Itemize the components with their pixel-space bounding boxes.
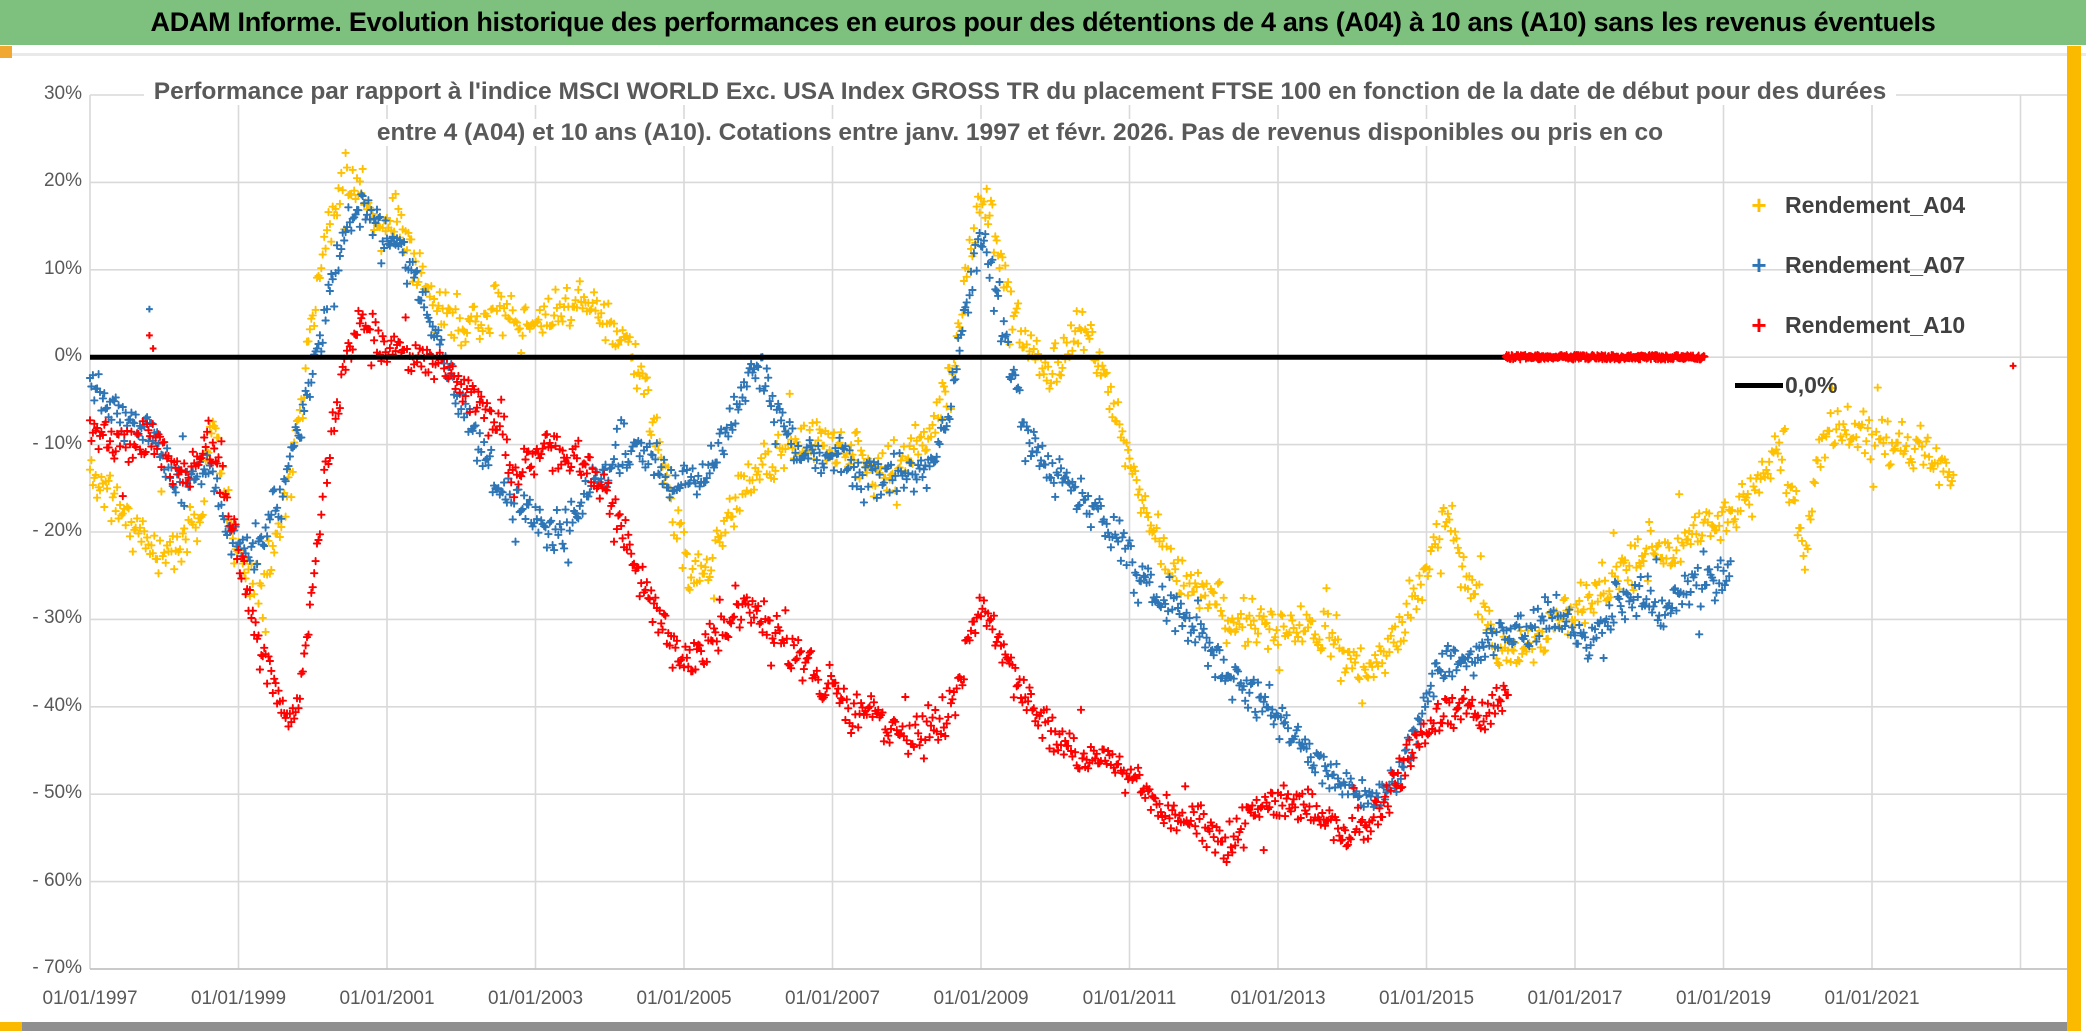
legend-label: Rendement_A10 (1785, 311, 1966, 338)
chart-title-line2: entre 4 (A04) et 10 ans (A10). Cotations… (120, 119, 1920, 147)
legend-label: 0,0% (1785, 371, 1838, 398)
report-banner: ADAM Informe. Evolution historique des p… (0, 0, 2086, 45)
banner-corner-accent (0, 46, 12, 58)
bottom-left-gold-corner (0, 1022, 22, 1031)
legend-item-rendement-a10[interactable]: + Rendement_A10 (1733, 306, 1965, 344)
y-tick-label: - 30% (32, 607, 82, 629)
y-tick-label: 10% (43, 257, 82, 279)
x-tick-label: 01/01/1997 (42, 988, 138, 1009)
x-tick-label: 01/01/2005 (636, 988, 732, 1009)
x-tick-label: 01/01/2017 (1527, 988, 1623, 1009)
legend-item-0-0-[interactable]: 0,0% (1733, 366, 1965, 404)
y-tick-label: 20% (43, 170, 82, 192)
legend-plus-marker-icon: + (1751, 190, 1767, 220)
legend-plus-marker-icon: + (1751, 250, 1767, 280)
x-tick-label: 01/01/2019 (1675, 988, 1772, 1009)
y-tick-label: - 70% (32, 957, 82, 978)
y-tick-label: - 10% (32, 432, 82, 454)
legend-label: Rendement_A04 (1785, 191, 1966, 218)
legend-line-marker-icon (1735, 382, 1783, 388)
x-tick-label: 01/01/2013 (1230, 988, 1326, 1009)
x-tick-label: 01/01/2011 (1082, 988, 1177, 1009)
banner-underline (0, 53, 2086, 56)
x-tick-label: 01/01/1999 (190, 988, 287, 1009)
x-tick-label: 01/01/2001 (339, 988, 435, 1009)
chart-legend: + Rendement_A04 + Rendement_A07 + Rendement_A… (1733, 186, 1965, 426)
x-tick-label: 01/01/2007 (784, 988, 881, 1009)
bottom-gray-bar (0, 1022, 2067, 1031)
chart-title-line1: Performance par rapport à l'indice MSCI … (120, 78, 1920, 106)
x-tick-label: 01/01/2009 (933, 988, 1029, 1009)
right-gold-strip (2067, 46, 2081, 1031)
x-tick-label: 01/01/2021 (1824, 988, 1920, 1009)
y-tick-label: - 60% (32, 869, 82, 891)
report-banner-title: ADAM Informe. Evolution historique des p… (150, 7, 1936, 37)
legend-item-rendement-a04[interactable]: + Rendement_A04 (1733, 186, 1965, 224)
x-tick-label: 01/01/2003 (487, 988, 584, 1009)
x-tick-label: 01/01/2015 (1378, 988, 1475, 1009)
y-tick-label: - 20% (32, 520, 82, 541)
legend-item-rendement-a07[interactable]: + Rendement_A07 (1733, 246, 1965, 284)
legend-plus-marker-icon: + (1751, 310, 1767, 340)
legend-label: Rendement_A07 (1785, 251, 1966, 278)
y-tick-label: 0% (54, 345, 82, 367)
y-tick-label: - 40% (32, 694, 82, 716)
y-tick-label: 30% (43, 83, 82, 104)
y-tick-label: - 50% (32, 782, 82, 804)
